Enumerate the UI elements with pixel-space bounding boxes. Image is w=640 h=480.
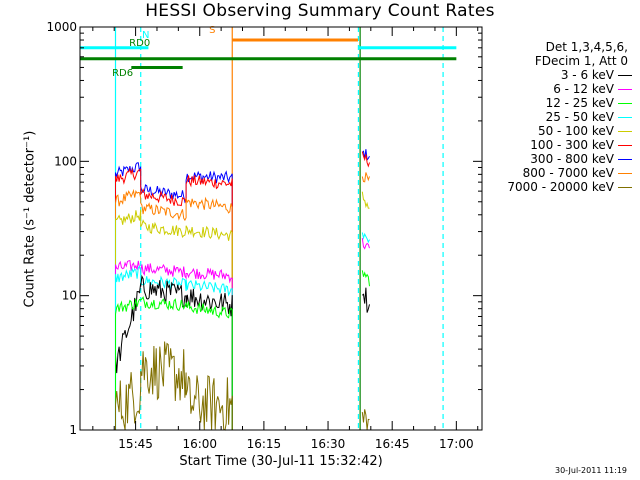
legend-entry-label: 800 - 7000 keV — [522, 166, 614, 180]
legend-entry-label: 7000 - 20000 keV — [507, 180, 614, 194]
legend-entry: 800 - 7000 keV — [498, 166, 632, 180]
legend-entry: 12 - 25 keV — [498, 96, 632, 110]
timestamp: 30-Jul-2011 11:19 — [555, 466, 628, 475]
legend-swatch — [618, 74, 632, 76]
y-tick-label: 1000 — [46, 20, 77, 34]
x-tick-label: 16:45 — [375, 437, 410, 451]
series-line — [361, 191, 370, 209]
legend-entry: 50 - 100 keV — [498, 124, 632, 138]
marker-label: S — [209, 25, 215, 36]
marker-label: RD6 — [112, 68, 133, 79]
series-line — [361, 237, 370, 250]
series-line — [115, 274, 233, 430]
legend-entry-label: 300 - 800 keV — [530, 152, 614, 166]
x-tick-label: 15:45 — [118, 437, 153, 451]
marker-label: RD0 — [129, 38, 150, 49]
legend-swatch — [618, 102, 632, 104]
legend-entry-label: 25 - 50 keV — [545, 110, 614, 124]
y-axis-label: Count Rate (s⁻¹ detector⁻¹) — [22, 130, 38, 308]
y-tick-label: 100 — [54, 154, 77, 168]
series-line — [361, 149, 370, 162]
legend-entry: 3 - 6 keV — [498, 68, 632, 82]
legend-swatch — [618, 88, 632, 90]
legend-swatch — [618, 172, 632, 174]
legend-swatch — [618, 186, 632, 188]
legend-entry: 6 - 12 keV — [498, 82, 632, 96]
y-tick-label: 10 — [62, 289, 77, 303]
series-lines — [115, 149, 370, 431]
series-line — [115, 209, 233, 430]
legend-swatch — [618, 158, 632, 160]
series-line — [115, 167, 233, 430]
series-line — [361, 287, 370, 313]
legend: Det 1,3,4,5,6, FDecim 1, Att 0 3 - 6 keV… — [498, 40, 632, 194]
series-line — [361, 232, 370, 244]
series-line — [115, 341, 233, 431]
series-line — [361, 151, 370, 168]
legend-entry-label: 6 - 12 keV — [553, 82, 614, 96]
series-line — [115, 188, 233, 430]
legend-entry: 25 - 50 keV — [498, 110, 632, 124]
legend-swatch — [618, 130, 632, 132]
plot-frame — [79, 26, 483, 431]
legend-entry-label: 50 - 100 keV — [537, 124, 614, 138]
series-line — [115, 265, 233, 430]
legend-entry-label: 100 - 300 keV — [530, 138, 614, 152]
series-line — [361, 172, 370, 183]
x-tick-label: 17:00 — [439, 437, 474, 451]
legend-swatch — [618, 116, 632, 118]
marker-label: N — [142, 30, 149, 41]
x-tick-label: 16:15 — [247, 437, 282, 451]
legend-entries: 3 - 6 keV 6 - 12 keV 12 - 25 keV 25 - 50 ke… — [498, 68, 632, 194]
legend-entry-label: 3 - 6 keV — [560, 68, 614, 82]
y-tick-label: 1 — [69, 423, 77, 437]
legend-header-line-2: FDecim 1, Att 0 — [534, 54, 628, 68]
legend-entry: 300 - 800 keV — [498, 152, 632, 166]
series-line — [115, 296, 233, 430]
legend-entry: 7000 - 20000 keV — [498, 180, 632, 194]
legend-entry-label: 12 - 25 keV — [545, 96, 614, 110]
legend-entry: 100 - 300 keV — [498, 138, 632, 152]
series-line — [361, 409, 370, 431]
legend-swatch — [618, 144, 632, 146]
series-line — [361, 270, 370, 287]
chart-title: HESSI Observing Summary Count Rates — [145, 1, 495, 21]
x-tick-label: 16:00 — [182, 437, 217, 451]
series-line — [115, 162, 233, 430]
plot-axes: 1 10 100 1000 15:45 16:00 16:15 16:30 16:45 17:00 — [46, 20, 483, 451]
x-axis-label: Start Time (30-Jul-11 15:32:42) — [179, 454, 383, 469]
legend-header-line-1: Det 1,3,4,5,6, — [545, 40, 628, 54]
x-tick-label: 16:30 — [311, 437, 346, 451]
series-line — [115, 260, 233, 430]
